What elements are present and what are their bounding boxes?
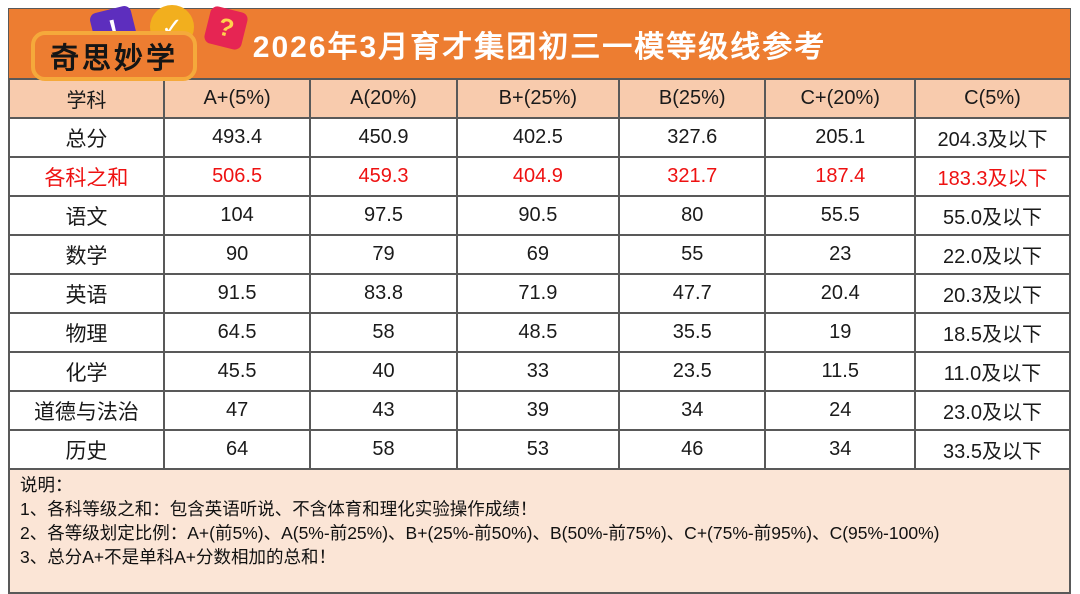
score-cell: 204.3及以下 xyxy=(914,117,1071,158)
grade-line-table: 学科 A+(5%) A(20%) B+(25%) B(25%) C+(20%) C(5%) … xyxy=(8,78,1071,470)
subject-label: 历史 xyxy=(8,429,165,470)
subject-label: 英语 xyxy=(8,273,165,314)
score-cell: 79 xyxy=(309,234,458,275)
score-cell: 55.5 xyxy=(764,195,917,236)
score-cell: 34 xyxy=(618,390,767,431)
score-cell: 20.3及以下 xyxy=(914,273,1071,314)
score-cell: 187.4 xyxy=(764,156,917,197)
score-cell: 404.9 xyxy=(455,156,621,197)
question-glyph: ? xyxy=(215,12,237,43)
column-header: A(20%) xyxy=(309,78,458,119)
score-cell: 506.5 xyxy=(162,156,312,197)
notes-section: 说明： 1、各科等级之和：包含英语听说、不含体育和理化实验操作成绩！ 2、各等级… xyxy=(8,470,1071,594)
table-row: 化学 45.5 40 33 23.5 11.5 11.0及以下 xyxy=(8,351,1071,392)
score-cell: 24 xyxy=(764,390,917,431)
subject-label: 各科之和 xyxy=(8,156,165,197)
score-cell: 18.5及以下 xyxy=(914,312,1071,353)
score-cell: 104 xyxy=(162,195,312,236)
score-cell: 450.9 xyxy=(309,117,458,158)
grade-line-sheet: 2026年3月育才集团初三一模等级线参考 ! ✓ ? 奇思妙学 学科 A+(5%)… xyxy=(8,4,1071,594)
score-cell: 205.1 xyxy=(764,117,917,158)
score-cell: 48.5 xyxy=(455,312,621,353)
column-header: C(5%) xyxy=(914,78,1071,119)
column-header: C+(20%) xyxy=(764,78,917,119)
score-cell: 90 xyxy=(162,234,312,275)
table-row: 数学 90 79 69 55 23 22.0及以下 xyxy=(8,234,1071,275)
table-row: 英语 91.5 83.8 71.9 47.7 20.4 20.3及以下 xyxy=(8,273,1071,314)
score-cell: 55.0及以下 xyxy=(914,195,1071,236)
table-row: 总分 493.4 450.9 402.5 327.6 205.1 204.3及以下 xyxy=(8,117,1071,158)
score-cell: 35.5 xyxy=(618,312,767,353)
score-cell: 11.5 xyxy=(764,351,917,392)
title-banner: 2026年3月育才集团初三一模等级线参考 ! ✓ ? 奇思妙学 xyxy=(8,4,1071,81)
table-row: 物理 64.5 58 48.5 35.5 19 18.5及以下 xyxy=(8,312,1071,353)
score-cell: 22.0及以下 xyxy=(914,234,1071,275)
score-cell: 45.5 xyxy=(162,351,312,392)
page-title: 2026年3月育才集团初三一模等级线参考 xyxy=(252,30,827,64)
score-cell: 321.7 xyxy=(618,156,767,197)
score-cell: 64 xyxy=(162,429,312,470)
notes-heading: 说明： xyxy=(20,475,73,495)
table-row: 历史 64 58 53 46 34 33.5及以下 xyxy=(8,429,1071,470)
score-cell: 43 xyxy=(309,390,458,431)
table-row: 各科之和 506.5 459.3 404.9 321.7 187.4 183.3及以下 xyxy=(8,156,1071,197)
score-cell: 47 xyxy=(162,390,312,431)
subject-label: 化学 xyxy=(8,351,165,392)
table-row: 道德与法治 47 43 39 34 24 23.0及以下 xyxy=(8,390,1071,431)
score-cell: 327.6 xyxy=(618,117,767,158)
score-cell: 33 xyxy=(455,351,621,392)
score-cell: 20.4 xyxy=(764,273,917,314)
score-cell: 97.5 xyxy=(309,195,458,236)
subject-label: 总分 xyxy=(8,117,165,158)
score-cell: 90.5 xyxy=(455,195,621,236)
column-header: A+(5%) xyxy=(162,78,312,119)
subject-label: 语文 xyxy=(8,195,165,236)
score-cell: 58 xyxy=(309,429,458,470)
note-line: 3、总分A+不是单科A+分数相加的总和！ xyxy=(20,547,337,567)
brand-logo: 奇思妙学 xyxy=(31,31,197,81)
score-cell: 53 xyxy=(455,429,621,470)
score-cell: 33.5及以下 xyxy=(914,429,1071,470)
column-header: B(25%) xyxy=(618,78,767,119)
score-cell: 34 xyxy=(764,429,917,470)
score-cell: 39 xyxy=(455,390,621,431)
subject-label: 数学 xyxy=(8,234,165,275)
note-line: 2、各等级划定比例：A+(前5%)、A(5%-前25%)、B+(25%-前50%… xyxy=(20,523,940,543)
score-cell: 19 xyxy=(764,312,917,353)
score-cell: 493.4 xyxy=(162,117,312,158)
score-cell: 23.0及以下 xyxy=(914,390,1071,431)
score-cell: 183.3及以下 xyxy=(914,156,1071,197)
score-cell: 11.0及以下 xyxy=(914,351,1071,392)
score-cell: 58 xyxy=(309,312,458,353)
table-header-row: 学科 A+(5%) A(20%) B+(25%) B(25%) C+(20%) C(5%) xyxy=(8,78,1071,119)
score-cell: 55 xyxy=(618,234,767,275)
score-cell: 402.5 xyxy=(455,117,621,158)
subject-label: 道德与法治 xyxy=(8,390,165,431)
score-cell: 46 xyxy=(618,429,767,470)
score-cell: 47.7 xyxy=(618,273,767,314)
score-cell: 40 xyxy=(309,351,458,392)
score-cell: 23 xyxy=(764,234,917,275)
score-cell: 459.3 xyxy=(309,156,458,197)
score-cell: 83.8 xyxy=(309,273,458,314)
score-cell: 64.5 xyxy=(162,312,312,353)
column-header: B+(25%) xyxy=(455,78,621,119)
score-cell: 71.9 xyxy=(455,273,621,314)
score-cell: 69 xyxy=(455,234,621,275)
note-line: 1、各科等级之和：包含英语听说、不含体育和理化实验操作成绩！ xyxy=(20,499,538,519)
table-row: 语文 104 97.5 90.5 80 55.5 55.0及以下 xyxy=(8,195,1071,236)
score-cell: 23.5 xyxy=(618,351,767,392)
subject-label: 物理 xyxy=(8,312,165,353)
column-header: 学科 xyxy=(8,78,165,119)
score-cell: 91.5 xyxy=(162,273,312,314)
brand-logo-text: 奇思妙学 xyxy=(49,43,178,75)
score-cell: 80 xyxy=(618,195,767,236)
